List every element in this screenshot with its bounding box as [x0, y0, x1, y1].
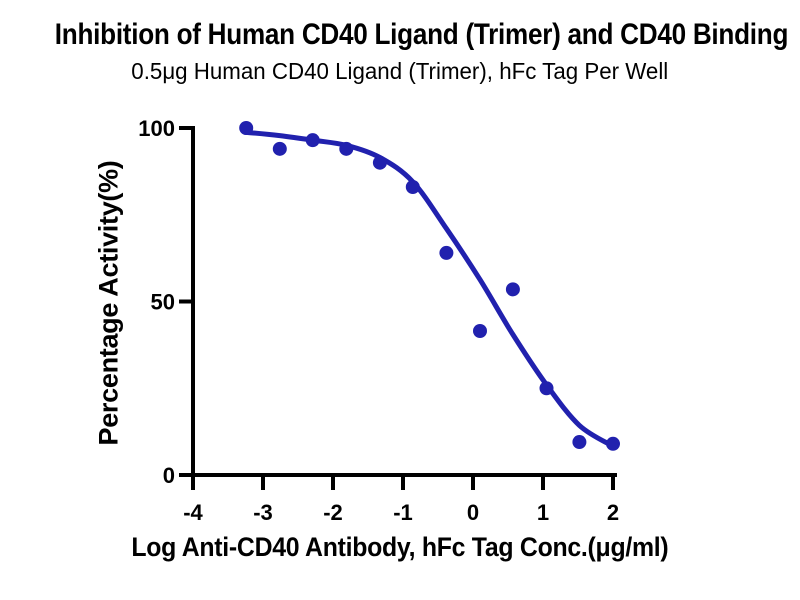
data-point: [305, 133, 320, 148]
fit-curve: [242, 129, 616, 449]
data-point: [339, 141, 354, 156]
x-axis-label-text: Log Anti-CD40 Antibody, hFc Tag Conc.(μg…: [131, 532, 669, 562]
data-point: [606, 436, 620, 451]
data-point: [505, 282, 520, 297]
data-point: [539, 381, 554, 396]
chart-subtitle: 0.5μg Human CD40 Ligand (Trimer), hFc Ta…: [0, 57, 800, 89]
x-tick-label: 1: [537, 500, 549, 525]
chart-subtitle-text: 0.5μg Human CD40 Ligand (Trimer), hFc Ta…: [131, 58, 669, 84]
x-tick-label: 0: [467, 500, 479, 525]
y-tick-label: 50: [151, 290, 175, 315]
x-tick-label: -2: [323, 500, 343, 525]
x-axis-label: Log Anti-CD40 Antibody, hFc Tag Conc.(μg…: [0, 531, 800, 568]
x-tick-label: -4: [183, 500, 203, 525]
x-tick-label: -1: [393, 500, 413, 525]
data-point: [473, 323, 487, 338]
data-point: [439, 245, 454, 260]
x-tick-label: -3: [253, 500, 273, 525]
x-tick-label: 2: [607, 500, 619, 525]
data-point: [272, 141, 287, 156]
y-tick-label: 0: [163, 463, 175, 488]
chart-title-text: Inhibition of Human CD40 Ligand (Trimer)…: [54, 18, 789, 51]
data-point: [572, 435, 587, 450]
data-point: [405, 179, 420, 194]
y-tick-label: 100: [138, 116, 175, 141]
chart-title: Inhibition of Human CD40 Ligand (Trimer)…: [0, 18, 800, 57]
data-point: [239, 121, 254, 135]
data-point: [372, 155, 387, 170]
